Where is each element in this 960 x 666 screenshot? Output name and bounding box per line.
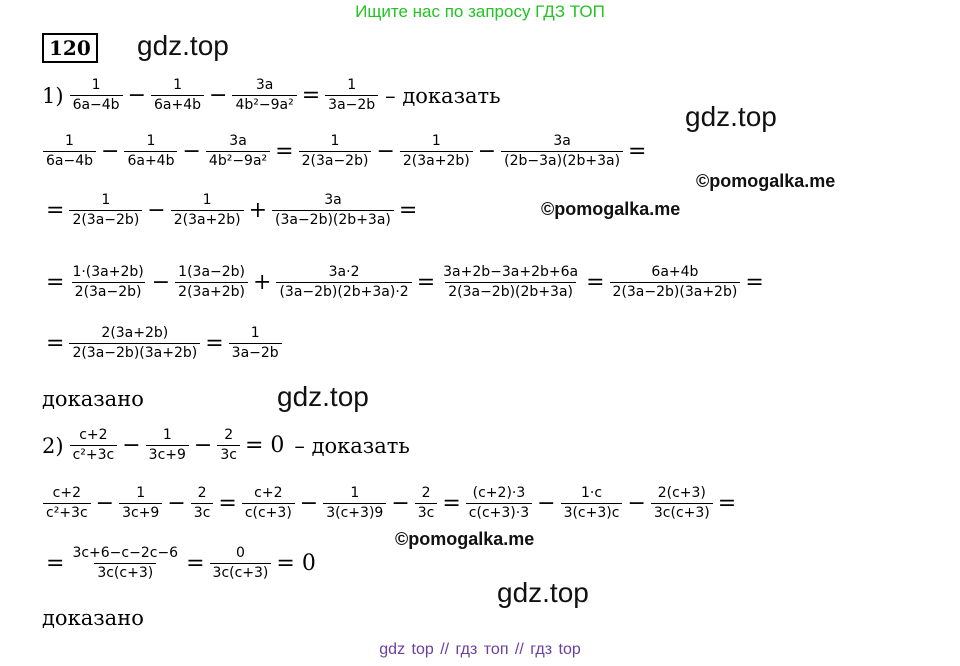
part1-proved: доказано	[42, 387, 144, 411]
fraction: 1 6a+4b	[151, 77, 205, 114]
top-banner: Ищите нас по запросу ГДЗ ТОП	[355, 2, 605, 21]
operator: =	[416, 270, 436, 295]
operator: =	[46, 551, 65, 576]
fraction: 2 3c	[414, 485, 438, 522]
fraction: 2 3c	[190, 485, 214, 522]
fraction: 1 3c+9	[119, 485, 163, 522]
operator: =	[205, 331, 224, 356]
fraction: 1 3(c+3)9	[323, 485, 387, 522]
operator: =	[586, 270, 605, 295]
operator: +	[253, 270, 272, 295]
fraction: 6a+4b 2(3a−2b)(3a+2b)	[609, 264, 741, 301]
operator: −	[127, 83, 147, 108]
operator: −	[193, 433, 213, 458]
fraction: 1 2(3a−2b)	[69, 192, 143, 229]
fraction: c+2 c(c+3)	[241, 485, 295, 522]
watermark-gdz-2: gdz.top	[277, 381, 369, 412]
part2-line1: c+2 c²+3c − 1 3c+9 − 2 3c = c+2 c(c+3) − 1 3(…	[42, 485, 740, 522]
operator: −	[151, 270, 171, 295]
operator: −	[122, 433, 141, 458]
fraction: 2(3a+2b) 2(3a−2b)(3a+2b)	[69, 325, 201, 362]
prove-text: – доказать	[294, 433, 410, 458]
part2-label: 2)	[42, 433, 64, 458]
part1-line1: 1 6a−4b − 1 6a+4b − 3a 4b²−9a² = 1 2(3a−2b) …	[42, 133, 650, 170]
fraction: 1 2(3a−2b)	[298, 133, 372, 170]
operator: −	[95, 491, 115, 516]
operator: =	[186, 551, 205, 576]
part2-line2: = 3c+6−c−2c−6 3c(c+3) = 0 3c(c+3) = 0	[42, 545, 320, 582]
operator: = 0	[244, 433, 285, 458]
part2-statement: 2) c+2 c²+3c − 1 3c+9 − 2 3c = 0 – доказать	[42, 427, 410, 464]
fraction: 0 3c(c+3)	[209, 545, 272, 582]
operator: −	[182, 139, 201, 164]
watermark-gdz-1: gdz.top	[685, 101, 777, 132]
operator: −	[299, 491, 319, 516]
operator: +	[248, 198, 267, 223]
operator: −	[209, 83, 228, 108]
operator: −	[101, 139, 120, 164]
operator: =	[745, 270, 764, 295]
fraction: (c+2)·3 c(c+3)·3	[465, 485, 533, 522]
fraction: c+2 c²+3c	[69, 427, 118, 464]
fraction: 3a (2b−3a)(2b+3a)	[501, 133, 624, 170]
fraction: 1 3c+9	[145, 427, 189, 464]
operator: −	[391, 491, 410, 516]
operator: =	[717, 491, 737, 516]
operator: −	[167, 491, 186, 516]
operator: −	[537, 491, 556, 516]
operator: −	[627, 491, 646, 516]
operator: =	[46, 198, 65, 223]
watermark-pomogalka-3: ©pomogalka.me	[395, 529, 535, 549]
operator: −	[376, 139, 395, 164]
fraction: 1 2(3a+2b)	[170, 192, 244, 229]
fraction: 1(3a−2b) 2(3a+2b)	[175, 264, 249, 301]
operator: =	[46, 270, 65, 295]
fraction: 1 6a+4b	[124, 133, 178, 170]
part2-proved: доказано	[42, 606, 144, 630]
fraction: 3a·2 (3a−2b)(2b+3a)·2	[276, 264, 412, 301]
fraction: 2(c+3) 3c(c+3)	[650, 485, 713, 522]
operator: =	[218, 491, 237, 516]
watermark-pomogalka-1: ©pomogalka.me	[696, 171, 836, 191]
watermark-gdz-3: gdz.top	[497, 577, 589, 608]
operator: −	[477, 139, 497, 164]
operator: =	[275, 139, 294, 164]
fraction: 1 3a−2b	[228, 325, 282, 362]
fraction: 1 2(3a+2b)	[399, 133, 473, 170]
operator: =	[442, 491, 461, 516]
fraction: 3a 4b²−9a²	[205, 133, 271, 170]
header-watermark: gdz.top	[137, 30, 229, 61]
operator: = 0	[276, 551, 316, 576]
fraction: 1 6a−4b	[43, 133, 97, 170]
fraction: 2 3c	[217, 427, 240, 464]
fraction: 1 6a−4b	[69, 77, 123, 114]
part1-line3: = 1·(3a+2b) 2(3a−2b) − 1(3a−2b) 2(3a+2b) +…	[42, 264, 768, 301]
fraction: 3a+2b−3a+2b+6a 2(3a−2b)(2b+3a)	[443, 264, 579, 300]
fraction: 1 3a−2b	[325, 77, 379, 114]
fraction: 1·c 3(c+3)c	[560, 485, 623, 522]
operator: =	[301, 83, 321, 108]
fraction: 3a 4b²−9a²	[232, 77, 297, 114]
watermark-pomogalka-2: ©pomogalka.me	[541, 199, 681, 219]
operator: −	[147, 198, 166, 223]
operator: =	[628, 139, 647, 164]
part1-label: 1)	[42, 83, 64, 108]
fraction: 1·(3a+2b) 2(3a−2b)	[71, 264, 145, 300]
operator: =	[398, 198, 418, 223]
fraction: 3c+6−c−2c−6 3c(c+3)	[72, 545, 179, 581]
fraction: c+2 c²+3c	[43, 485, 91, 522]
part1-line4: = 2(3a+2b) 2(3a−2b)(3a+2b) = 1 3a−2b	[42, 325, 283, 362]
fraction: 3a (3a−2b)(2b+3a)	[272, 192, 394, 229]
part1-statement: 1) 1 6a−4b − 1 6a+4b − 3a 4b²−9a² = 1 3a−2b …	[42, 77, 501, 114]
operator: =	[46, 331, 65, 356]
prove-text: – доказать	[385, 83, 501, 108]
part1-line2: = 1 2(3a−2b) − 1 2(3a+2b) + 3a (3a−2b)(2b+3…	[42, 192, 421, 229]
task-number: 120	[42, 33, 98, 63]
bottom-banner: gdz top // гдз топ // гдз top	[379, 641, 581, 658]
